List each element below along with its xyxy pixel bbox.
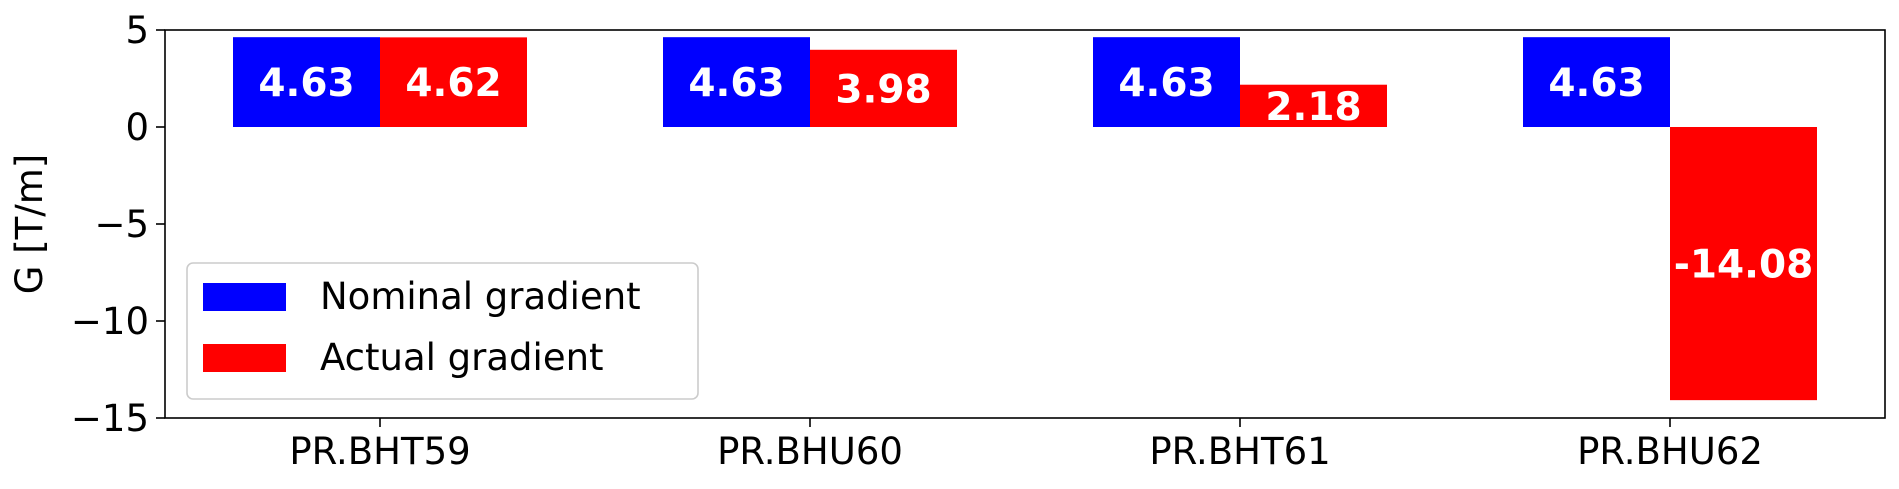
bar-value-label: 4.63: [688, 61, 784, 106]
bar-nominal-1: [663, 37, 810, 127]
bar-value-label: -14.08: [1674, 243, 1814, 288]
bar-value-label: 4.63: [1548, 61, 1644, 106]
legend-entry-label: Actual gradient: [320, 336, 604, 379]
bar-actual-0: [380, 37, 527, 127]
y-tick-label: −5: [94, 203, 149, 246]
x-tick-label: PR.BHT61: [1149, 430, 1330, 473]
legend-swatch-actual: [203, 344, 286, 372]
x-tick-label: PR.BHT59: [289, 430, 470, 473]
legend-swatch-nominal: [203, 283, 286, 311]
legend-box: [186, 262, 699, 400]
y-axis-label: G [T/m]: [8, 154, 51, 294]
bar-actual-3: [1670, 127, 1817, 401]
bar-value-label: 4.62: [405, 61, 501, 106]
legend: Nominal gradient Actual gradient: [186, 262, 699, 400]
y-tick-label: 5: [125, 9, 149, 52]
x-tick-label: PR.BHU62: [1577, 430, 1763, 473]
bar-actual-1: [810, 49, 957, 128]
bar-nominal-2: [1093, 37, 1240, 127]
bar-value-label: 3.98: [835, 67, 931, 112]
bar-nominal-3: [1523, 37, 1670, 127]
bar-value-label: 4.63: [1118, 61, 1214, 106]
bar-actual-2: [1240, 84, 1387, 127]
y-tick-label: −15: [71, 397, 149, 440]
y-tick-label: 0: [125, 106, 149, 149]
bars-layer: 4.63 4.63 4.63 4.63 4.62 3.98 2.18 -14.08: [233, 37, 1817, 401]
x-tick-label: PR.BHU60: [717, 430, 903, 473]
y-tick-label: −10: [71, 300, 149, 343]
legend-entry-label: Nominal gradient: [320, 275, 641, 318]
y-axis-ticks: 5 0 −5 −10 −15: [71, 9, 165, 440]
bar-value-label: 4.63: [258, 61, 354, 106]
bar-value-label: 2.18: [1265, 85, 1361, 130]
x-axis-ticks: PR.BHT59 PR.BHU60 PR.BHT61 PR.BHU62: [289, 418, 1763, 473]
bar-nominal-0: [233, 37, 380, 127]
